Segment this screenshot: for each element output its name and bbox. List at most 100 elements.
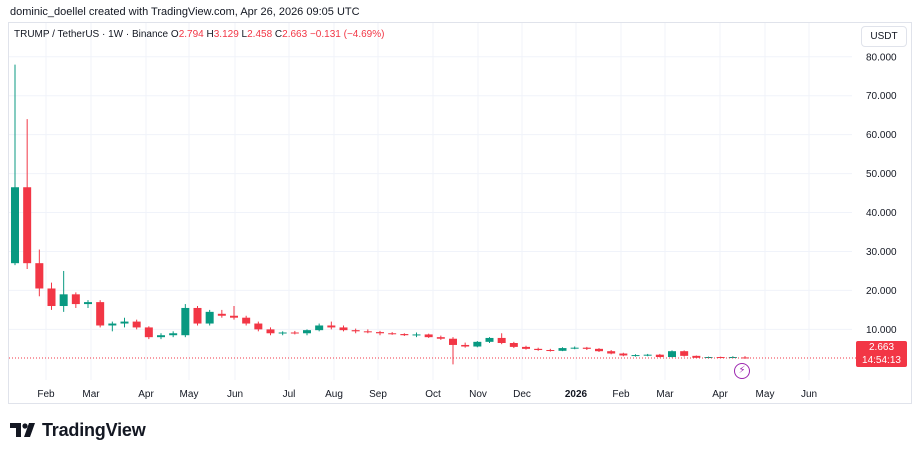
- candle: [266, 327, 275, 336]
- candle-body-up: [643, 354, 652, 356]
- candle-body-down: [595, 348, 603, 352]
- candle-body-down: [266, 329, 275, 334]
- lightning-icon[interactable]: ⚡: [734, 363, 750, 379]
- candle-body-down: [339, 327, 348, 331]
- candle-body-down: [424, 334, 433, 338]
- candle-body-up: [11, 187, 19, 264]
- candle: [522, 345, 530, 350]
- candle-body-up: [315, 325, 324, 331]
- tradingview-wordmark: TradingView: [42, 419, 146, 440]
- candle-body-down: [619, 353, 628, 356]
- candle-body-up: [181, 307, 190, 336]
- y-tick-label: 70.000: [866, 91, 897, 102]
- candle: [351, 328, 360, 334]
- candle: [485, 337, 494, 344]
- x-tick-label: Jul: [283, 389, 296, 400]
- low-value: 2.458: [247, 29, 273, 40]
- candle: [607, 350, 616, 355]
- candle-body-down: [582, 347, 591, 349]
- candle-body-down: [607, 351, 616, 354]
- x-tick-label: Feb: [612, 389, 630, 400]
- candle-body-up: [485, 337, 494, 342]
- candle-body-down: [376, 332, 384, 334]
- candle-body-down: [509, 343, 518, 347]
- candle: [424, 333, 433, 338]
- candle: [412, 332, 421, 338]
- candle-body-down: [497, 337, 506, 344]
- x-tick-label: Oct: [425, 389, 441, 400]
- candle: [303, 329, 311, 336]
- candle: [582, 346, 591, 351]
- y-tick-label: 30.000: [866, 247, 897, 258]
- candle: [205, 309, 214, 326]
- candle: [327, 321, 336, 330]
- candle-body-up: [278, 332, 287, 334]
- candle-body-up: [570, 347, 579, 349]
- candle-body-down: [290, 332, 299, 334]
- candle: [144, 326, 153, 340]
- candle: [132, 319, 141, 330]
- candle: [193, 306, 202, 326]
- candle-body-up: [205, 311, 214, 324]
- y-tick-label: 10.000: [866, 325, 897, 336]
- symbol-description: TRUMP / TetherUS · 1W · Binance: [14, 29, 169, 40]
- candle-body-down: [96, 302, 105, 326]
- bar-countdown-label: 14:54:13: [856, 354, 907, 367]
- tradingview-logo-icon: [10, 422, 38, 438]
- candle: [400, 333, 409, 336]
- candle-body-up: [412, 334, 421, 336]
- candle-body-down: [680, 351, 689, 356]
- x-tick-label: May: [756, 389, 775, 400]
- candle: [619, 352, 628, 357]
- candle: [11, 64, 19, 266]
- symbol-legend[interactable]: TRUMP / TetherUS · 1W · Binance O2.794 H…: [14, 29, 384, 40]
- candle: [436, 335, 445, 340]
- candle: [558, 347, 567, 352]
- candle: [230, 306, 238, 320]
- candle: [71, 292, 80, 308]
- y-tick-label: 40.000: [866, 208, 897, 219]
- candle-body-down: [254, 323, 263, 330]
- x-tick-label: Mar: [82, 389, 100, 400]
- tradingview-logo[interactable]: TradingView: [10, 419, 146, 441]
- x-tick-label: Mar: [656, 389, 674, 400]
- candle: [376, 330, 384, 336]
- candle: [668, 350, 676, 358]
- candle: [254, 321, 263, 332]
- candle: [680, 350, 689, 357]
- candle-body-down: [692, 355, 701, 358]
- candle: [509, 341, 518, 349]
- open-value: 2.794: [178, 29, 204, 40]
- x-tick-label: Feb: [37, 389, 55, 400]
- change-value: −0.131 (−4.69%): [309, 29, 385, 40]
- candle: [643, 353, 652, 357]
- candle-body-up: [631, 355, 640, 357]
- high-value: 3.129: [213, 29, 239, 40]
- candle: [534, 347, 543, 351]
- candle-body-down: [71, 294, 80, 305]
- candle-body-down: [546, 350, 555, 352]
- candle: [290, 330, 299, 335]
- x-tick-label: May: [180, 389, 199, 400]
- candle-body-down: [534, 348, 543, 351]
- open-label: O: [170, 29, 179, 40]
- candle: [242, 315, 251, 326]
- candle: [96, 300, 105, 328]
- candle-body-up: [668, 351, 676, 358]
- candle: [169, 331, 178, 338]
- candle-body-down: [35, 263, 44, 289]
- candle-body-down: [327, 325, 336, 328]
- y-tick-label: 80.000: [866, 52, 897, 63]
- chart-pane[interactable]: [8, 22, 912, 404]
- candle: [217, 309, 226, 318]
- candle-body-up: [84, 302, 92, 305]
- candle: [363, 329, 372, 334]
- candle: [339, 325, 348, 332]
- candle-body-down: [47, 288, 56, 307]
- candle: [595, 348, 603, 352]
- candle-body-down: [461, 344, 470, 347]
- candle: [84, 300, 92, 308]
- currency-unit-button[interactable]: USDT: [861, 26, 907, 47]
- candlesticks: [11, 64, 749, 365]
